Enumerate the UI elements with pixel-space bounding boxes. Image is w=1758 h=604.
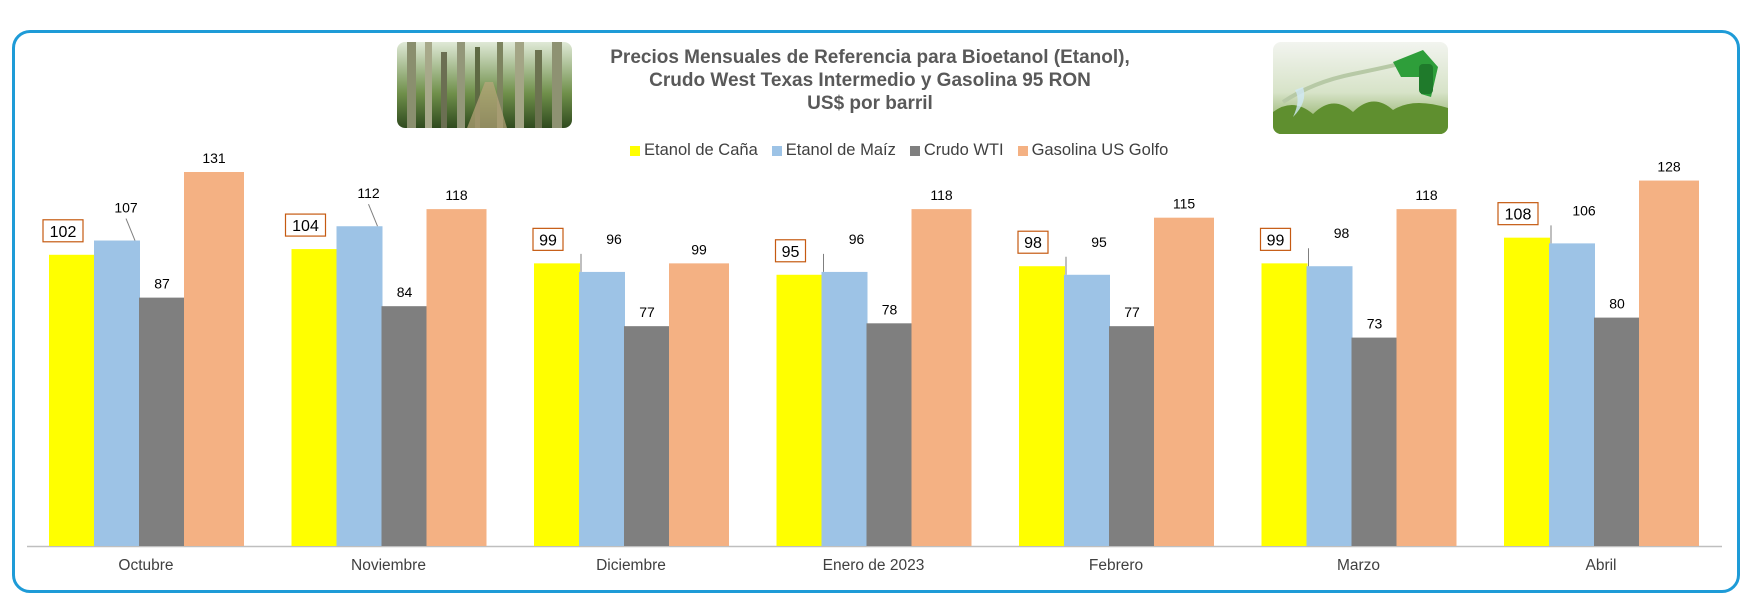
x-tick-label-abril: Abril <box>1585 557 1616 574</box>
chart-legend: Etanol de Caña Etanol de Maíz Crudo WTI … <box>630 141 1168 160</box>
bar-crudo-wti-enero-de-2023 <box>866 323 913 546</box>
bar-etanol-de-maiz-marzo <box>1306 266 1353 546</box>
bar-crudo-wti-noviembre <box>381 306 428 546</box>
data-label-crudo-wti-noviembre: 84 <box>397 284 413 300</box>
title-line-3: US$ por barril <box>807 93 933 114</box>
bar-etanol-de-maiz-octubre <box>94 240 140 546</box>
bar-etanol-de-cana-diciembre <box>534 263 580 546</box>
bar-gasolina-us-golfo-enero-de-2023 <box>911 209 972 546</box>
legend-swatch-etanol-maiz <box>771 145 782 156</box>
data-label-crudo-wti-marzo: 73 <box>1367 316 1383 332</box>
data-label-gasolina-us-golfo-febrero: 115 <box>1173 196 1196 212</box>
x-tick-label-marzo: Marzo <box>1337 557 1380 574</box>
bar-crudo-wti-diciembre <box>624 326 670 546</box>
data-label-box-etanol-cana-enero-de-2023 <box>774 239 807 263</box>
chart-title: Precios Mensuales de Referencia para Bio… <box>560 46 1180 115</box>
bar-gasolina-us-golfo-abril <box>1639 180 1699 546</box>
data-label-etanol-maiz-noviembre: 112 <box>357 185 380 201</box>
data-label-box-etanol-cana-noviembre <box>284 213 327 237</box>
data-label-crudo-wti-diciembre: 77 <box>639 304 655 320</box>
data-label-etanol-maiz-marzo: 98 <box>1334 225 1350 241</box>
bar-etanol-de-cana-enero-de-2023 <box>776 274 823 546</box>
x-tick-label-diciembre: Diciembre <box>596 557 666 574</box>
data-label-gasolina-us-golfo-diciembre: 99 <box>691 241 707 257</box>
data-label-etanol-cana-marzo: 99 <box>1267 232 1285 249</box>
data-label-box-etanol-cana-marzo <box>1259 227 1292 251</box>
legend-label-etanol-cana: Etanol de Caña <box>644 141 758 159</box>
bar-etanol-de-maiz-febrero <box>1064 274 1110 546</box>
legend-swatch-crudo-wti <box>909 145 920 156</box>
x-tick-label-octubre: Octubre <box>118 557 173 574</box>
data-label-crudo-wti-abril: 80 <box>1609 296 1625 312</box>
data-label-etanol-cana-febrero: 98 <box>1024 235 1042 252</box>
data-label-etanol-cana-diciembre: 99 <box>539 232 557 249</box>
bar-etanol-de-cana-marzo <box>1261 263 1308 546</box>
leader-line-etanol-maiz-noviembre <box>368 204 378 227</box>
title-line-1: Precios Mensuales de Referencia para Bio… <box>610 47 1130 68</box>
x-tick-label-enero-de-2023: Enero de 2023 <box>823 557 925 574</box>
data-label-gasolina-us-golfo-abril: 128 <box>1657 159 1681 175</box>
legend-item-crudo-wti: Crudo WTI <box>909 141 1004 160</box>
data-label-etanol-maiz-abril: 106 <box>1572 202 1596 218</box>
data-label-box-etanol-cana-octubre <box>42 219 84 243</box>
leader-line-etanol-maiz-octubre <box>125 218 136 241</box>
bar-etanol-de-cana-febrero <box>1019 266 1065 546</box>
bar-crudo-wti-febrero <box>1109 326 1155 546</box>
data-label-etanol-maiz-enero-de-2023: 96 <box>849 231 865 247</box>
x-tick-label-noviembre: Noviembre <box>351 557 426 574</box>
data-label-etanol-cana-noviembre: 104 <box>292 218 319 235</box>
bar-crudo-wti-octubre <box>139 297 185 546</box>
data-label-etanol-maiz-octubre: 107 <box>114 200 138 216</box>
data-label-crudo-wti-febrero: 77 <box>1124 304 1140 320</box>
data-label-gasolina-us-golfo-marzo: 118 <box>1415 187 1438 203</box>
data-label-crudo-wti-octubre: 87 <box>154 276 170 292</box>
legend-swatch-etanol-cana <box>630 145 640 156</box>
legend-label-crudo-wti: Crudo WTI <box>923 141 1004 159</box>
legend-label-etanol-maiz: Etanol de Maíz <box>785 141 896 159</box>
data-label-box-etanol-cana-febrero <box>1017 230 1049 254</box>
bar-gasolina-us-golfo-noviembre <box>426 209 487 546</box>
chart-frame <box>12 30 1740 593</box>
legend-item-etanol-cana: Etanol de Caña <box>630 141 758 160</box>
bar-etanol-de-maiz-enero-de-2023 <box>821 271 868 546</box>
bar-etanol-de-maiz-diciembre <box>579 271 625 546</box>
data-label-etanol-cana-abril: 108 <box>1505 207 1532 224</box>
legend-swatch-gasolina <box>1017 145 1028 156</box>
fuel-nozzle-photo <box>1273 42 1448 134</box>
data-label-etanol-maiz-febrero: 95 <box>1091 234 1107 250</box>
data-label-box-etanol-cana-diciembre <box>532 227 564 251</box>
bar-etanol-de-cana-noviembre <box>291 249 338 546</box>
bar-etanol-de-maiz-noviembre <box>336 226 383 547</box>
legend-item-etanol-maiz: Etanol de Maíz <box>771 141 896 160</box>
data-label-crudo-wti-enero-de-2023: 78 <box>882 301 898 317</box>
sugarcane-photo <box>397 42 572 128</box>
data-label-etanol-cana-enero-de-2023: 95 <box>782 244 800 261</box>
legend-item-gasolina: Gasolina US Golfo <box>1017 141 1169 160</box>
title-line-2: Crudo West Texas Intermedio y Gasolina 9… <box>649 70 1091 91</box>
bar-gasolina-us-golfo-marzo <box>1396 209 1457 546</box>
bar-gasolina-us-golfo-diciembre <box>669 263 729 546</box>
data-label-box-etanol-cana-abril <box>1497 202 1539 226</box>
bar-etanol-de-maiz-abril <box>1549 243 1595 547</box>
data-label-etanol-maiz-diciembre: 96 <box>606 231 622 247</box>
data-label-etanol-cana-octubre: 102 <box>50 224 77 241</box>
bar-crudo-wti-marzo <box>1351 337 1398 546</box>
data-label-gasolina-us-golfo-octubre: 131 <box>202 150 226 166</box>
bar-gasolina-us-golfo-febrero <box>1154 217 1214 546</box>
bar-etanol-de-cana-abril <box>1504 237 1550 546</box>
legend-label-gasolina: Gasolina US Golfo <box>1031 141 1169 159</box>
data-label-gasolina-us-golfo-enero-de-2023: 118 <box>930 187 953 203</box>
data-label-gasolina-us-golfo-noviembre: 118 <box>445 187 468 203</box>
x-tick-label-febrero: Febrero <box>1089 557 1143 574</box>
bar-etanol-de-cana-octubre <box>49 254 95 547</box>
bar-gasolina-us-golfo-octubre <box>184 172 244 546</box>
bar-crudo-wti-abril <box>1594 317 1640 546</box>
